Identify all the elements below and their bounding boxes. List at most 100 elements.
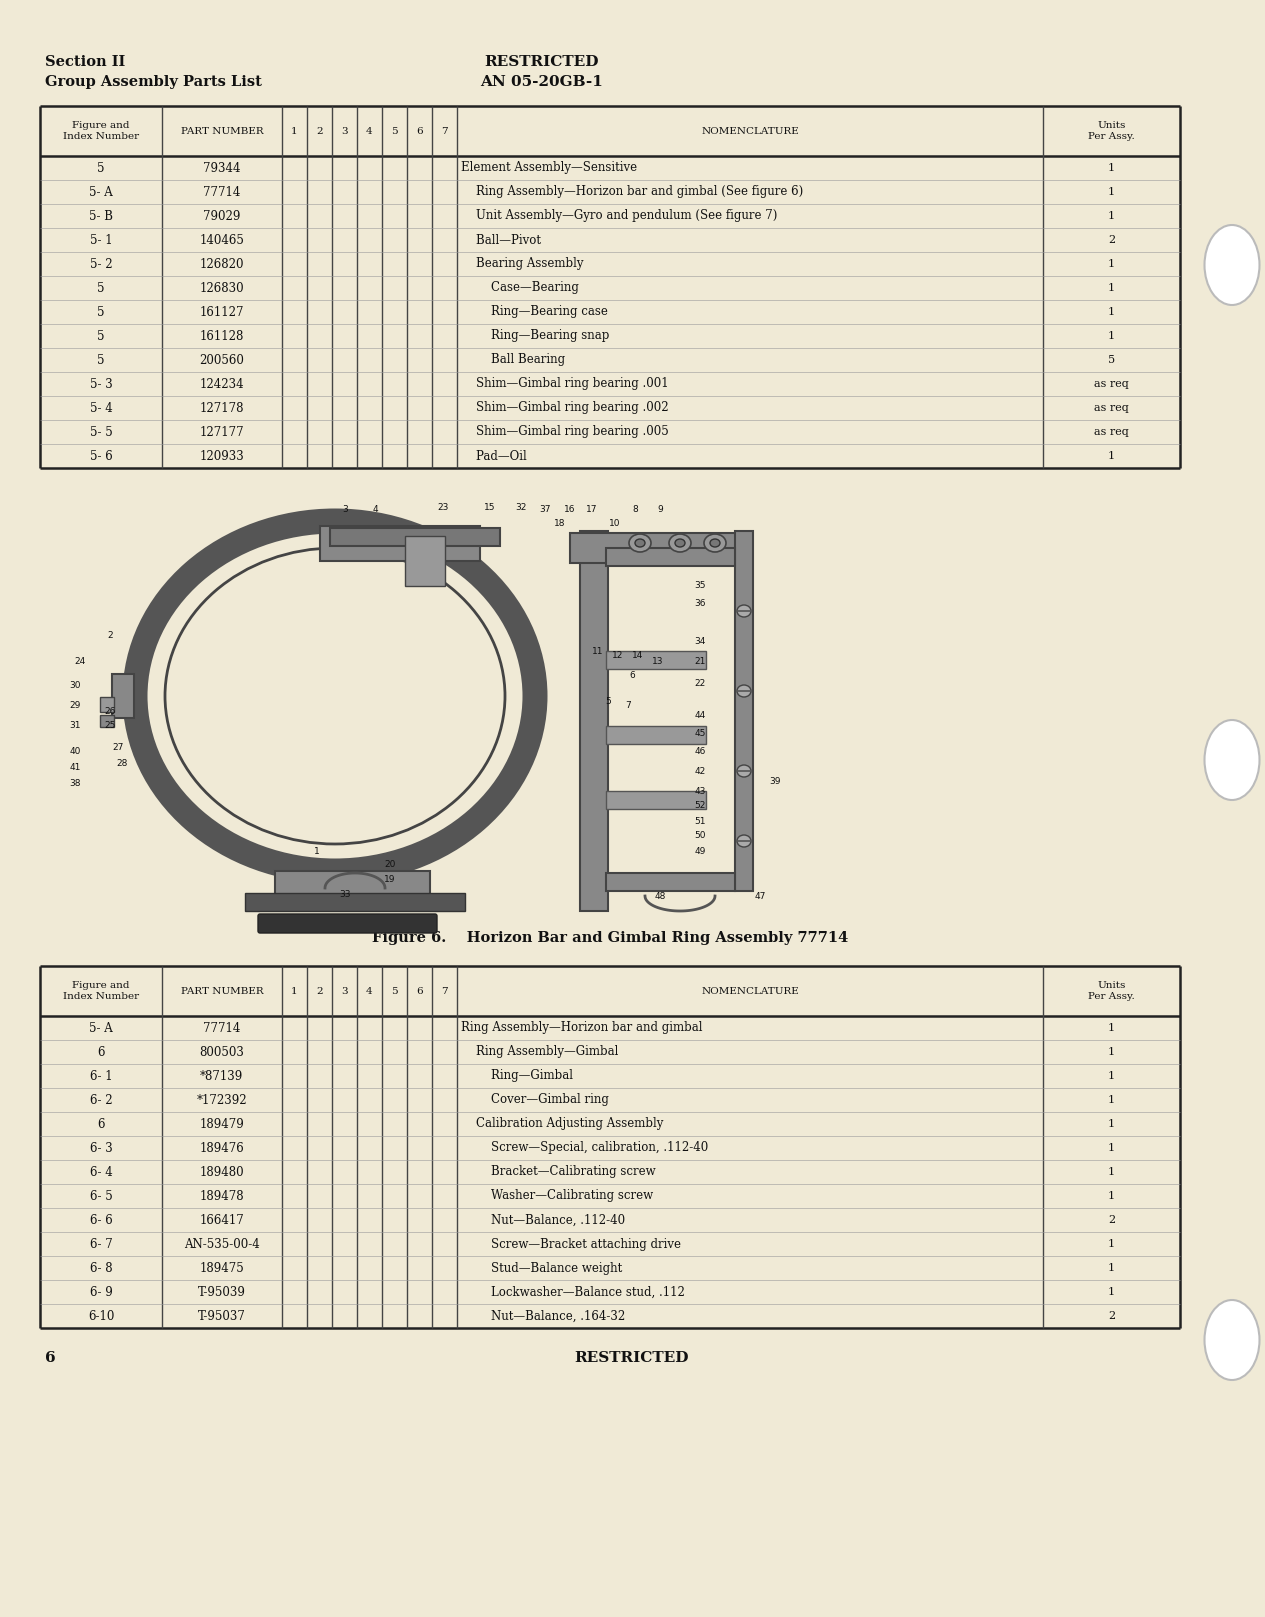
Text: PART NUMBER: PART NUMBER xyxy=(181,986,263,996)
Text: 34: 34 xyxy=(694,637,706,645)
Text: 51: 51 xyxy=(694,817,706,826)
Text: T-95037: T-95037 xyxy=(197,1310,245,1323)
Text: 6- 5: 6- 5 xyxy=(90,1190,113,1203)
Text: 126820: 126820 xyxy=(200,257,244,270)
Text: 5: 5 xyxy=(605,697,611,705)
Text: 6- 2: 6- 2 xyxy=(90,1093,113,1106)
Ellipse shape xyxy=(705,534,726,551)
Text: Pad—Oil: Pad—Oil xyxy=(462,450,528,462)
Bar xyxy=(330,529,500,547)
Text: 5- A: 5- A xyxy=(89,186,113,199)
Ellipse shape xyxy=(1204,720,1260,800)
Text: 1: 1 xyxy=(1108,1192,1116,1201)
Text: T-95039: T-95039 xyxy=(197,1286,245,1298)
Text: 24: 24 xyxy=(75,657,86,666)
Bar xyxy=(571,534,745,563)
Ellipse shape xyxy=(669,534,691,551)
Text: 10: 10 xyxy=(610,519,621,529)
Text: 6- 7: 6- 7 xyxy=(90,1237,113,1250)
Text: 4: 4 xyxy=(372,505,378,514)
Text: Stud—Balance weight: Stud—Balance weight xyxy=(462,1261,622,1274)
Text: 2: 2 xyxy=(316,126,323,136)
Text: 25: 25 xyxy=(104,721,115,731)
Text: 52: 52 xyxy=(694,802,706,810)
Text: 43: 43 xyxy=(694,786,706,796)
Bar xyxy=(606,873,735,891)
Text: 1: 1 xyxy=(291,126,297,136)
Text: 6- 3: 6- 3 xyxy=(90,1142,113,1155)
Text: 127177: 127177 xyxy=(200,425,244,438)
Text: 39: 39 xyxy=(769,776,781,786)
Text: Section II: Section II xyxy=(46,55,125,70)
Bar xyxy=(275,872,430,901)
Text: 13: 13 xyxy=(653,657,664,666)
Text: 1: 1 xyxy=(1108,283,1116,293)
Text: 49: 49 xyxy=(694,847,706,855)
Text: 21: 21 xyxy=(694,657,706,666)
Text: 5- 4: 5- 4 xyxy=(90,401,113,414)
Bar xyxy=(100,697,114,711)
Text: 6: 6 xyxy=(97,1046,105,1059)
Text: 1: 1 xyxy=(1108,259,1116,268)
Text: Nut—Balance, .164-32: Nut—Balance, .164-32 xyxy=(462,1310,625,1323)
Text: 6-10: 6-10 xyxy=(87,1310,114,1323)
Text: Bearing Assembly: Bearing Assembly xyxy=(462,257,583,270)
Text: 189479: 189479 xyxy=(200,1117,244,1130)
Text: 1: 1 xyxy=(1108,1143,1116,1153)
Text: *172392: *172392 xyxy=(196,1093,247,1106)
Text: 1: 1 xyxy=(1108,1263,1116,1273)
Bar xyxy=(606,791,706,808)
Bar xyxy=(405,535,445,585)
Text: Ball Bearing: Ball Bearing xyxy=(462,354,565,367)
Text: 161127: 161127 xyxy=(200,306,244,319)
Text: 9: 9 xyxy=(657,505,663,514)
Text: 5- A: 5- A xyxy=(89,1022,113,1035)
Text: Ring—Bearing snap: Ring—Bearing snap xyxy=(462,330,610,343)
Text: 77714: 77714 xyxy=(204,1022,240,1035)
Text: 29: 29 xyxy=(70,702,81,710)
Text: 5: 5 xyxy=(97,330,105,343)
Bar xyxy=(245,893,466,910)
Text: 189480: 189480 xyxy=(200,1166,244,1179)
Text: 126830: 126830 xyxy=(200,281,244,294)
Text: 120933: 120933 xyxy=(200,450,244,462)
Text: Screw—Special, calibration, .112-40: Screw—Special, calibration, .112-40 xyxy=(462,1142,708,1155)
Text: 40: 40 xyxy=(70,747,81,755)
Text: 1: 1 xyxy=(1108,188,1116,197)
Text: 5: 5 xyxy=(97,281,105,294)
Text: 4: 4 xyxy=(366,986,373,996)
Text: 20: 20 xyxy=(385,860,396,868)
Text: 161128: 161128 xyxy=(200,330,244,343)
Text: 7: 7 xyxy=(625,702,631,710)
Text: 6- 4: 6- 4 xyxy=(90,1166,113,1179)
Text: Figure 6.    Horizon Bar and Gimbal Ring Assembly 77714: Figure 6. Horizon Bar and Gimbal Ring As… xyxy=(372,931,848,944)
Text: 47: 47 xyxy=(754,891,765,901)
Text: 35: 35 xyxy=(694,582,706,590)
Text: Shim—Gimbal ring bearing .005: Shim—Gimbal ring bearing .005 xyxy=(462,425,669,438)
Text: AN 05-20GB-1: AN 05-20GB-1 xyxy=(481,74,603,89)
Text: 7: 7 xyxy=(441,126,448,136)
Text: PART NUMBER: PART NUMBER xyxy=(181,126,263,136)
Text: RESTRICTED: RESTRICTED xyxy=(484,55,600,70)
Text: 26: 26 xyxy=(104,707,115,715)
Text: 42: 42 xyxy=(694,766,706,776)
Text: Group Assembly Parts List: Group Assembly Parts List xyxy=(46,74,262,89)
Text: Ring Assembly—Horizon bar and gimbal (See figure 6): Ring Assembly—Horizon bar and gimbal (Se… xyxy=(462,186,803,199)
Text: 1: 1 xyxy=(1108,1024,1116,1033)
Text: Calibration Adjusting Assembly: Calibration Adjusting Assembly xyxy=(462,1117,664,1130)
Text: AN-535-00-4: AN-535-00-4 xyxy=(183,1237,259,1250)
Text: NOMENCLATURE: NOMENCLATURE xyxy=(701,986,799,996)
Text: 11: 11 xyxy=(592,647,603,655)
Text: Bracket—Calibrating screw: Bracket—Calibrating screw xyxy=(462,1166,655,1179)
Text: 140465: 140465 xyxy=(200,233,244,246)
Text: 44: 44 xyxy=(694,711,706,721)
Text: Shim—Gimbal ring bearing .001: Shim—Gimbal ring bearing .001 xyxy=(462,377,669,390)
Text: 1: 1 xyxy=(1108,1167,1116,1177)
Text: 23: 23 xyxy=(438,503,449,513)
Text: 800503: 800503 xyxy=(200,1046,244,1059)
Ellipse shape xyxy=(635,538,645,547)
Text: 2: 2 xyxy=(1108,234,1116,246)
Text: 1: 1 xyxy=(1108,331,1116,341)
Bar xyxy=(320,526,479,561)
Text: 41: 41 xyxy=(70,763,81,773)
